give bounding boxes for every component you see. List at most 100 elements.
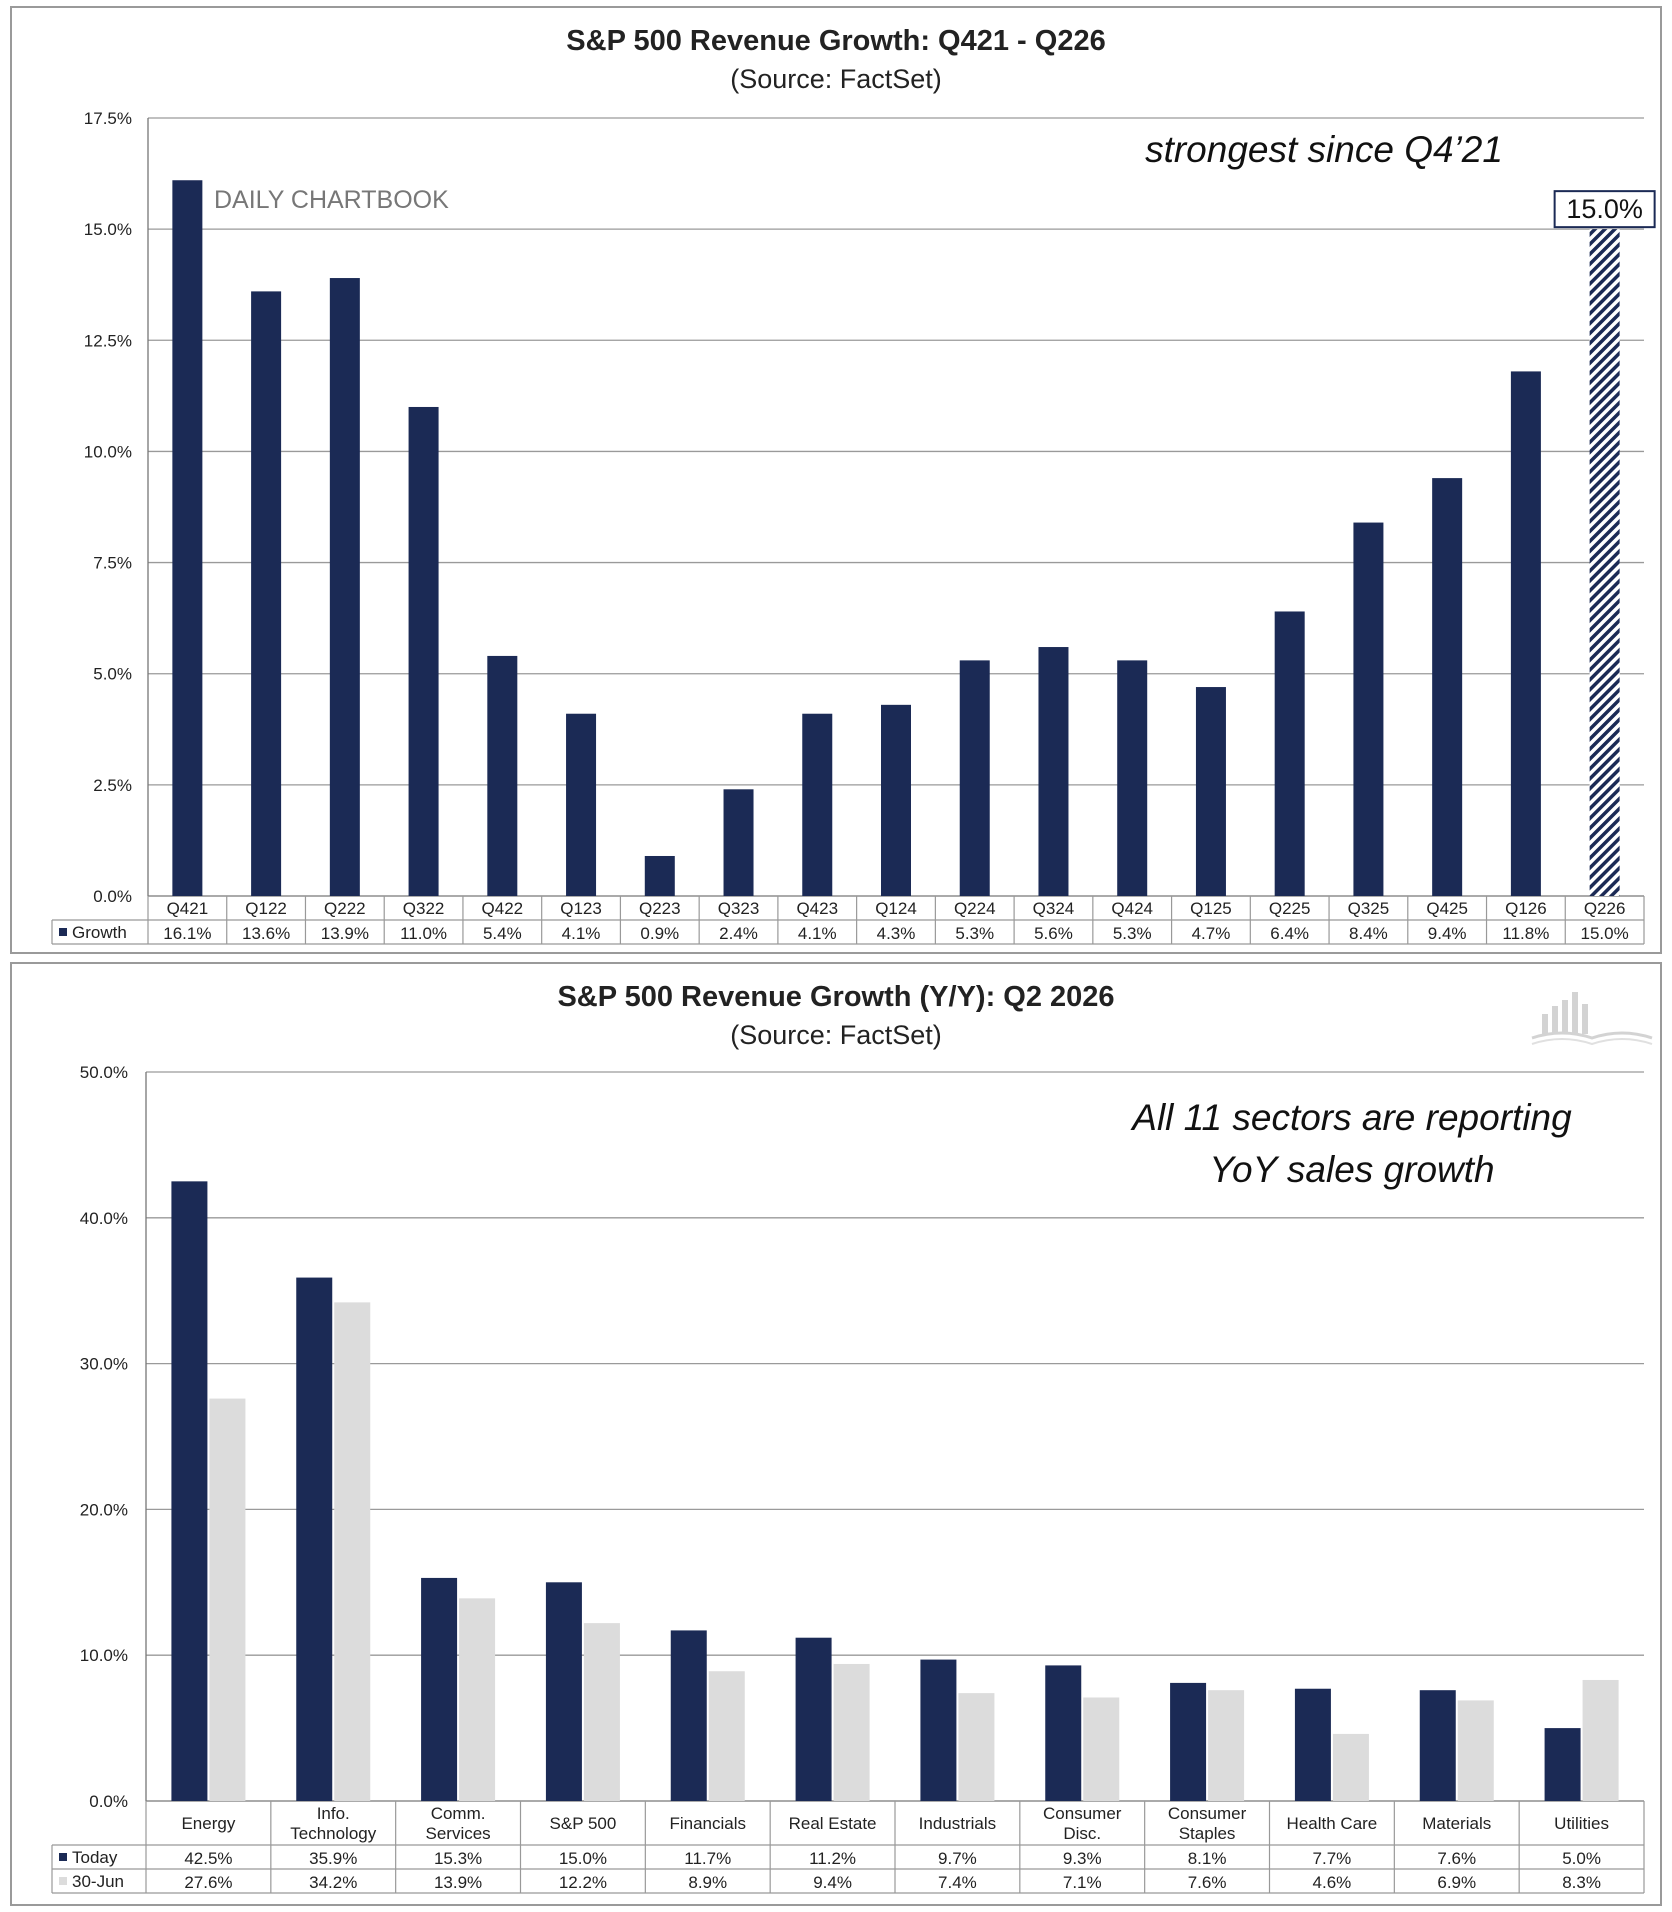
x-tick-label: Utilities — [1554, 1814, 1609, 1833]
bar-q223 — [644, 855, 675, 896]
legend-swatch-30-jun — [59, 1877, 67, 1885]
data-label-today: 9.3% — [1063, 1849, 1102, 1868]
x-tick-label: Q322 — [403, 899, 445, 918]
annotation-line-2: YoY sales growth — [1209, 1149, 1494, 1190]
data-label-today: 9.7% — [938, 1849, 977, 1868]
y-tick-label: 10.0% — [84, 442, 132, 461]
data-label: 9.4% — [1428, 924, 1467, 943]
x-tick-label: Staples — [1179, 1824, 1236, 1843]
chart-subtitle: (Source: FactSet) — [730, 1020, 942, 1050]
bar-q324 — [1038, 647, 1069, 896]
data-label: 4.3% — [877, 924, 916, 943]
data-label: 4.1% — [798, 924, 837, 943]
data-label: 13.6% — [242, 924, 290, 943]
y-tick-label: 40.0% — [80, 1209, 128, 1228]
chart-title: S&P 500 Revenue Growth: Q421 - Q226 — [566, 25, 1105, 57]
bar-q421 — [172, 180, 203, 897]
x-tick-label: Q324 — [1033, 899, 1075, 918]
bar-q226 — [1589, 229, 1620, 897]
legend-swatch-growth — [59, 928, 67, 936]
x-tick-label: Q325 — [1348, 899, 1390, 918]
data-label: 13.9% — [321, 924, 369, 943]
y-tick-label: 30.0% — [80, 1355, 128, 1374]
bar-today-consumer-staples — [1170, 1682, 1207, 1801]
x-tick-label: Q421 — [167, 899, 209, 918]
data-label: 4.7% — [1192, 924, 1231, 943]
x-tick-label: Q223 — [639, 899, 681, 918]
data-label-today: 8.1% — [1188, 1849, 1227, 1868]
logo-bar — [1582, 1004, 1588, 1034]
bar-q125 — [1195, 687, 1226, 896]
y-tick-label: 15.0% — [84, 220, 132, 239]
y-tick-label: 10.0% — [80, 1646, 128, 1665]
data-label-30-jun: 4.6% — [1313, 1873, 1352, 1892]
highlight-box — [1553, 190, 1656, 229]
bar-q126 — [1510, 371, 1541, 896]
data-label-today: 15.3% — [434, 1849, 482, 1868]
x-tick-label: Q225 — [1269, 899, 1311, 918]
legend-label-30-jun: 30-Jun — [72, 1872, 124, 1891]
highlight-label: 15.0% — [1566, 194, 1643, 224]
x-tick-label: Industrials — [919, 1814, 996, 1833]
x-tick-label: Q424 — [1111, 899, 1153, 918]
x-tick-label: Materials — [1422, 1814, 1491, 1833]
bar-chart-book-logo-icon — [1531, 992, 1653, 1046]
logo-book — [1531, 1031, 1653, 1040]
data-label-today: 5.0% — [1562, 1849, 1601, 1868]
bar-today-utilities — [1544, 1728, 1581, 1801]
bar-30-jun-info-technology — [334, 1302, 371, 1801]
bar-today-comm-services — [421, 1577, 458, 1801]
data-label-today: 7.7% — [1313, 1849, 1352, 1868]
data-label-30-jun: 34.2% — [309, 1873, 357, 1892]
bar-today-info-technology — [296, 1277, 333, 1801]
sector-revenue-growth-panel: S&P 500 Revenue Growth (Y/Y): Q2 2026 (So… — [10, 962, 1662, 1906]
data-label: 6.4% — [1270, 924, 1309, 943]
bar-q122 — [251, 291, 282, 897]
y-tick-label: 50.0% — [80, 1063, 128, 1082]
bar-30-jun-real-estate — [833, 1663, 870, 1801]
bar-30-jun-comm-services — [459, 1598, 496, 1801]
data-label: 5.6% — [1034, 924, 1073, 943]
x-tick-label: Consumer — [1168, 1804, 1247, 1823]
data-label-30-jun: 7.6% — [1188, 1873, 1227, 1892]
bar-q425 — [1432, 478, 1463, 896]
data-label-today: 11.2% — [809, 1849, 856, 1868]
data-label-30-jun: 27.6% — [184, 1873, 232, 1892]
x-tick-label: Comm. — [431, 1804, 486, 1823]
data-label-today: 15.0% — [559, 1849, 607, 1868]
bar-30-jun-industrials — [958, 1693, 995, 1801]
bar-q323 — [723, 789, 754, 896]
data-label: 15.0% — [1581, 924, 1629, 943]
bar-30-jun-materials — [1457, 1700, 1494, 1801]
x-tick-label: Q122 — [245, 899, 287, 918]
logo-bar — [1572, 992, 1578, 1034]
data-label-today: 11.7% — [684, 1849, 731, 1868]
legend-swatch-today — [59, 1853, 67, 1861]
x-tick-label: Energy — [181, 1814, 235, 1833]
bar-today-consumer-disc- — [1045, 1665, 1082, 1801]
bar-q423 — [802, 713, 833, 896]
data-label-30-jun: 9.4% — [813, 1873, 852, 1892]
bar-today-financials — [670, 1630, 707, 1801]
x-tick-label: Services — [425, 1824, 490, 1843]
bar-q224 — [959, 660, 990, 896]
data-label: 5.3% — [1113, 924, 1152, 943]
bar-q225 — [1274, 611, 1305, 896]
x-tick-label: Q125 — [1190, 899, 1232, 918]
bar-today-energy — [171, 1181, 208, 1801]
data-label-today: 42.5% — [184, 1849, 232, 1868]
logo-bar — [1562, 1000, 1568, 1034]
logo-bar — [1552, 1006, 1558, 1034]
bar-30-jun-consumer-disc- — [1083, 1697, 1120, 1801]
bar-30-jun-financials — [708, 1671, 745, 1801]
bar-q123 — [566, 713, 597, 896]
data-label-today: 35.9% — [309, 1849, 357, 1868]
x-tick-label: Q222 — [324, 899, 366, 918]
data-label-30-jun: 6.9% — [1437, 1873, 1476, 1892]
y-tick-label: 2.5% — [93, 776, 132, 795]
quarterly-growth-chart: S&P 500 Revenue Growth: Q421 - Q226 (Sour… — [51, 25, 1656, 945]
data-label: 11.8% — [1502, 924, 1549, 943]
bar-q222 — [329, 278, 360, 896]
watermark-text: DAILY CHARTBOOK — [214, 186, 449, 214]
x-tick-label: S&P 500 — [550, 1814, 617, 1833]
